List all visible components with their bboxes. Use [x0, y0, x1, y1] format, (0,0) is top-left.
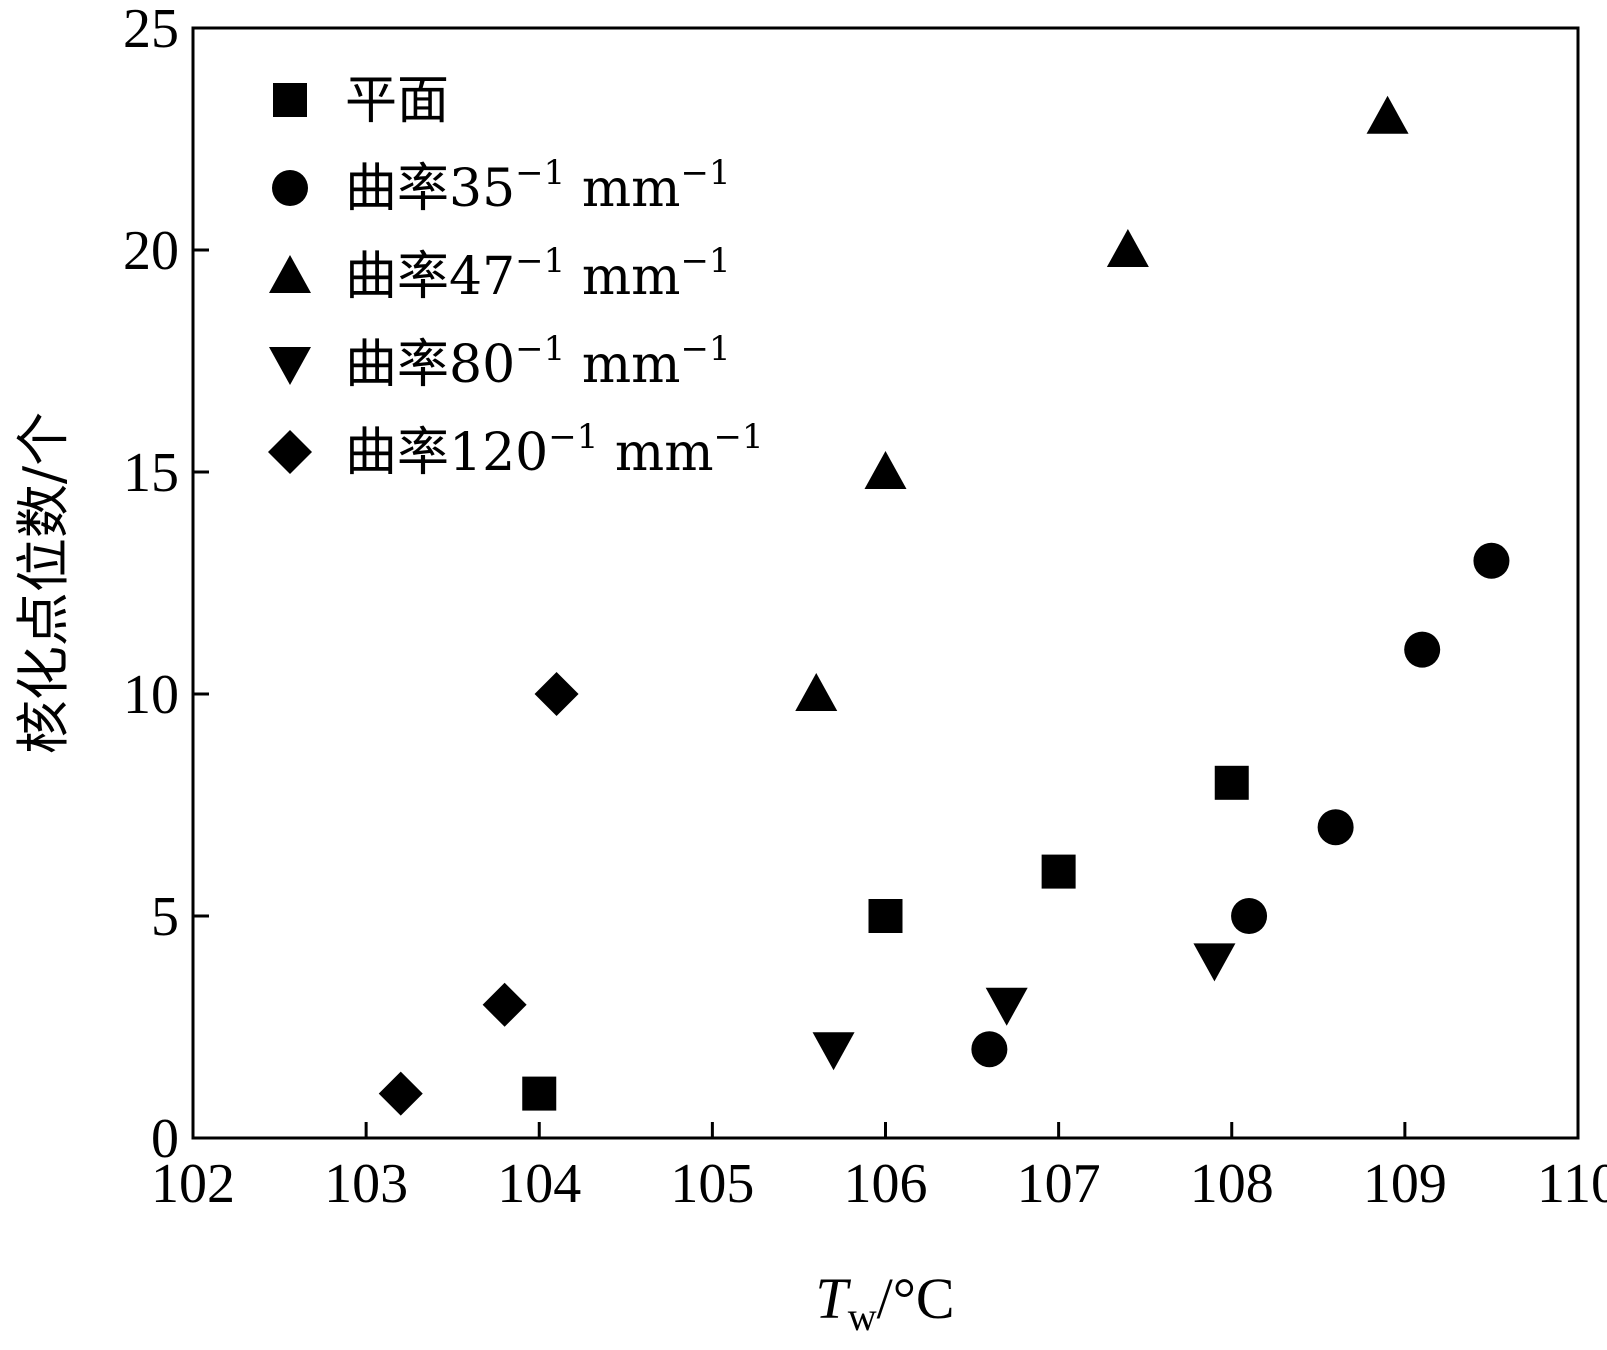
triangle-down-data-point — [1193, 943, 1236, 982]
x-axis-label-unit: /°C — [877, 1266, 955, 1331]
legend-superscript: −1 — [515, 241, 565, 281]
legend-text-part: mm — [565, 247, 680, 307]
triangle-down-data-point — [985, 987, 1028, 1026]
x-axis-label-main: T — [815, 1266, 851, 1331]
x-tick-label: 102 — [151, 1153, 235, 1215]
triangle-down-data-point — [812, 1032, 855, 1071]
legend-superscript: −1 — [548, 417, 598, 457]
legend-entry-label: 曲率47−1 mm−1 — [345, 241, 731, 307]
legend-text-part: mm — [565, 159, 680, 219]
legend-circle-marker — [272, 170, 308, 206]
data-points — [378, 95, 1510, 1116]
legend-square-marker — [273, 83, 307, 117]
legend-superscript: −1 — [515, 329, 565, 369]
legend-superscript: −1 — [515, 153, 565, 193]
diamond-data-point — [534, 672, 579, 716]
x-axis-label-subscript: w — [848, 1294, 877, 1339]
legend-text-part: 曲率35 — [345, 159, 515, 219]
y-axis-ticks: 0 5 10 15 20 25 — [123, 0, 209, 1170]
circle-data-point — [1317, 809, 1354, 846]
y-tick-label: 10 — [123, 664, 179, 726]
x-tick-label: 108 — [1190, 1153, 1274, 1215]
x-tick-label: 103 — [324, 1153, 408, 1215]
legend-text-part: mm — [565, 335, 680, 395]
legend-triangle-down-marker — [269, 347, 311, 385]
legend-text-part: 曲率47 — [345, 247, 515, 307]
y-tick-label: 20 — [123, 220, 179, 282]
diamond-data-point — [482, 982, 527, 1027]
x-axis-ticks: 102 103 104 105 106 107 108 109 110 — [151, 1122, 1607, 1215]
circle-data-point — [1473, 542, 1510, 579]
legend-diamond-marker — [268, 430, 312, 474]
x-tick-label: 109 — [1363, 1153, 1447, 1215]
square-data-point — [868, 899, 903, 933]
y-axis-label: 核化点位数/个 — [12, 412, 75, 754]
square-data-point — [1041, 854, 1076, 889]
triangle-up-data-point — [1366, 95, 1409, 134]
square-data-point — [1214, 765, 1249, 800]
legend-text-part: 曲率120 — [345, 423, 548, 483]
y-tick-label: 25 — [123, 0, 179, 60]
legend-text-part: mm — [598, 423, 713, 483]
x-tick-label: 106 — [844, 1153, 928, 1215]
legend-triangle-up-marker — [269, 255, 311, 293]
y-tick-label: 15 — [123, 442, 179, 504]
diamond-data-point — [378, 1071, 423, 1116]
legend-superscript: −1 — [680, 329, 730, 369]
legend-superscript: −1 — [714, 417, 764, 457]
circle-data-point — [1231, 898, 1268, 934]
x-axis-label: Tw/°C — [815, 1266, 954, 1339]
y-tick-label: 5 — [151, 886, 179, 948]
legend-superscript: −1 — [680, 241, 730, 281]
x-tick-label: 104 — [497, 1153, 581, 1215]
triangle-up-data-point — [795, 673, 838, 711]
triangle-up-data-point — [864, 451, 907, 489]
legend-text-part: 曲率80 — [345, 335, 515, 395]
circle-data-point — [1404, 631, 1441, 668]
legend-entry-label: 曲率80−1 mm−1 — [345, 329, 731, 395]
legend-entry-label: 曲率120−1 mm−1 — [345, 417, 764, 483]
triangle-up-data-point — [1106, 229, 1149, 267]
legend-entry-label: 平面 — [345, 71, 449, 131]
square-data-point — [522, 1076, 557, 1111]
legend-entry-label: 曲率35−1 mm−1 — [345, 153, 731, 219]
legend-text-part: 平面 — [345, 71, 449, 131]
x-tick-label: 110 — [1537, 1153, 1607, 1215]
x-tick-label: 105 — [670, 1153, 754, 1215]
y-tick-label: 0 — [151, 1108, 179, 1170]
circle-data-point — [971, 1031, 1008, 1068]
x-tick-label: 107 — [1017, 1153, 1101, 1215]
legend-superscript: −1 — [680, 153, 730, 193]
